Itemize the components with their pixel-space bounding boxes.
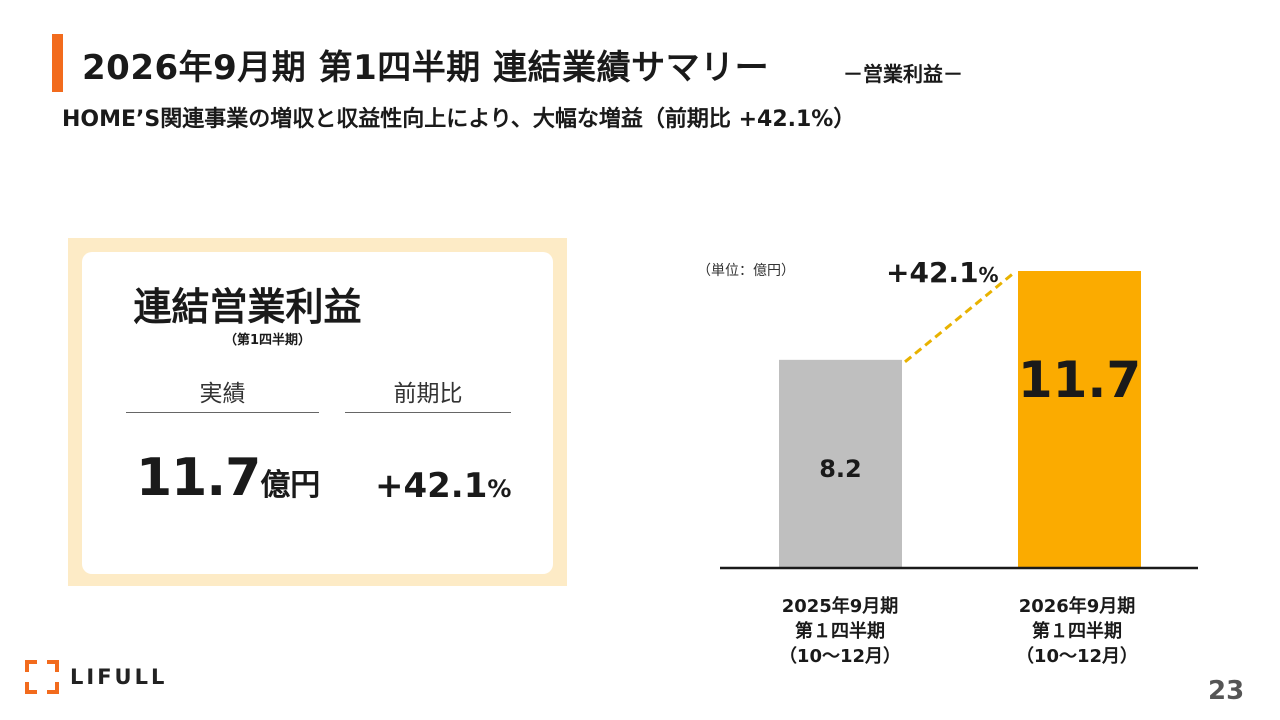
bar-value-label: 11.7 [1018,351,1141,409]
page-subtitle: HOME’S関連事業の増収と収益性向上により、大幅な増益（前期比 +42.1%） [62,107,856,132]
lifull-logo-mark [25,660,59,694]
x-tick-label-months: （10～12月） [1015,646,1139,667]
bar [1018,271,1141,568]
kpi-yoy-value: +42.1% [375,466,511,506]
kpi-value-number: 11.7 [136,448,261,508]
kpi-change-number: +42.1 [375,466,488,506]
kpi-yoy-header: 前期比 [393,381,463,407]
kpi-value-unit: 億円 [260,468,321,503]
x-tick-label: 2026年9月期 第１四半期 （10～12月） [977,594,1177,669]
x-tick-label-quarter: 第１四半期 [795,621,885,642]
x-tick-label-months: （10～12月） [778,646,902,667]
x-tick-label-fiscal-year: 2025年9月期 [781,596,899,617]
bar [779,359,902,568]
section-label: －営業利益－ [843,62,963,86]
bar-value-label: 8.2 [819,455,862,483]
lifull-logo-text: LIFULL [70,665,168,689]
kpi-actual-header: 実績 [199,381,246,407]
kpi-actual-divider [126,412,319,413]
growth-label: +42.1% [886,256,999,289]
page-title: 2026年9月期 第1四半期 連結業績サマリー [82,48,770,88]
lifull-logo: LIFULL [25,660,175,694]
growth-connector-line [904,270,1016,364]
title-accent-bar [52,34,63,92]
kpi-card [82,252,553,574]
chart-unit-note: （単位：億円） [697,263,795,279]
page-number: 23 [1208,676,1245,706]
kpi-period: （第1四半期） [223,333,312,348]
kpi-actual-value: 11.7億円 [136,448,320,508]
growth-label-unit: % [979,263,999,287]
kpi-title: 連結営業利益 [133,285,362,329]
x-tick-label: 2025年9月期 第１四半期 （10～12月） [740,594,940,669]
kpi-yoy-divider [345,412,511,413]
kpi-change-unit: % [487,475,512,503]
x-tick-label-fiscal-year: 2026年9月期 [1018,596,1136,617]
x-tick-label-quarter: 第１四半期 [1032,621,1122,642]
growth-label-number: +42.1 [886,256,979,289]
